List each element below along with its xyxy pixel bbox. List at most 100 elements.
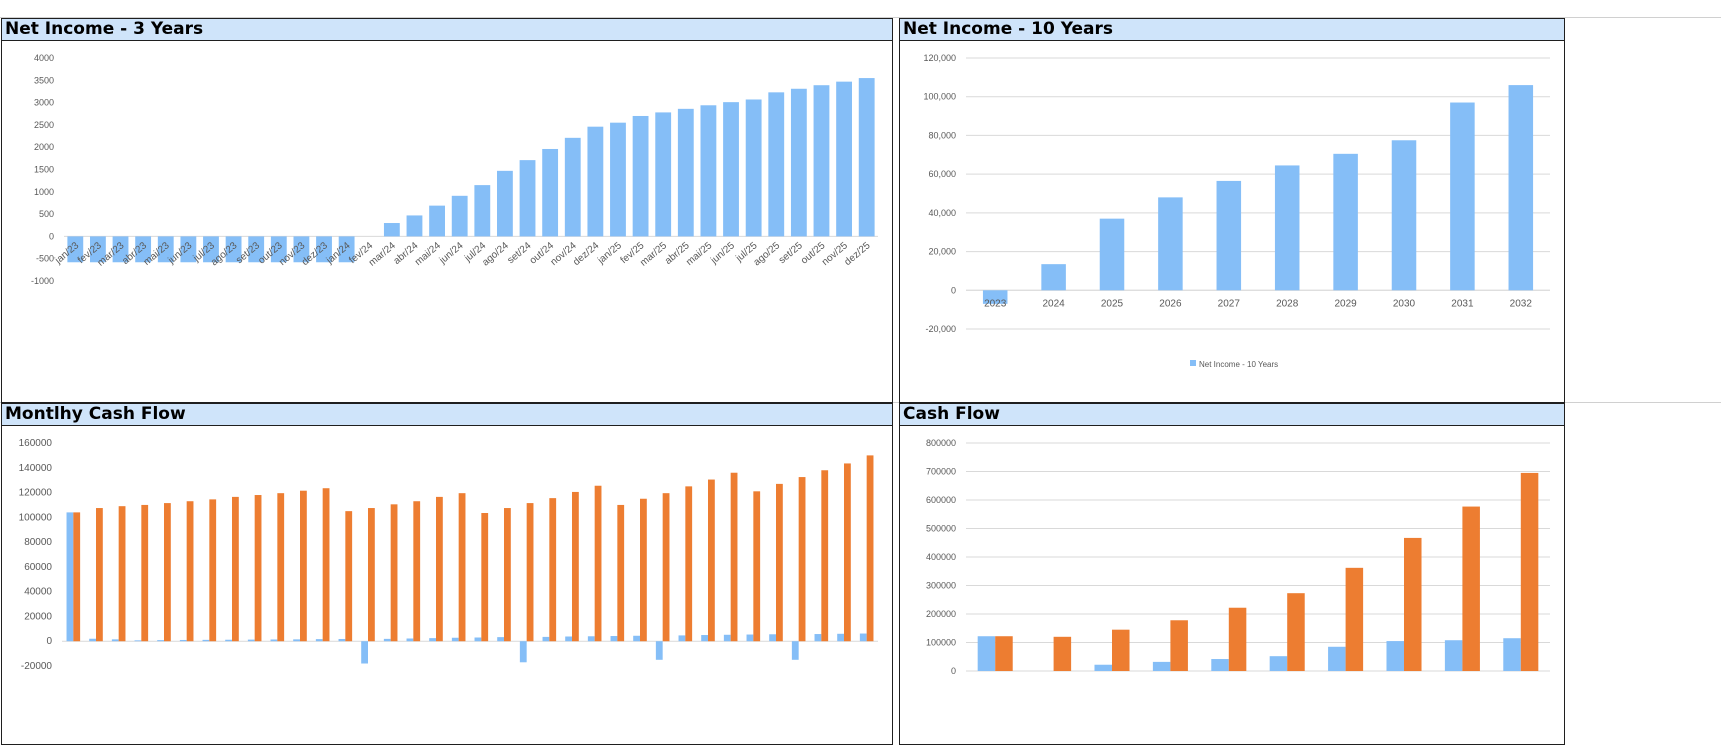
- bar[interactable]: [406, 638, 414, 642]
- bar[interactable]: [277, 493, 285, 642]
- bar[interactable]: [451, 195, 468, 237]
- bar[interactable]: [481, 513, 489, 642]
- bar[interactable]: [1391, 140, 1417, 291]
- bar[interactable]: [526, 503, 534, 642]
- bar[interactable]: [474, 637, 482, 642]
- bar[interactable]: [1333, 153, 1358, 291]
- bar[interactable]: [66, 512, 74, 642]
- bar[interactable]: [429, 205, 445, 237]
- bar[interactable]: [474, 185, 491, 237]
- bar[interactable]: [270, 639, 278, 642]
- bar[interactable]: [368, 508, 375, 642]
- bar[interactable]: [141, 504, 149, 642]
- bar[interactable]: [1216, 180, 1242, 291]
- bar[interactable]: [1228, 607, 1247, 671]
- bar[interactable]: [519, 641, 527, 663]
- bar[interactable]: [790, 88, 807, 237]
- bar[interactable]: [225, 236, 242, 263]
- bar[interactable]: [1158, 197, 1183, 291]
- bar[interactable]: [1520, 472, 1539, 671]
- bar[interactable]: [866, 455, 874, 642]
- bar[interactable]: [594, 485, 602, 642]
- bar[interactable]: [247, 639, 255, 642]
- bar[interactable]: [858, 78, 875, 237]
- bar[interactable]: [406, 215, 423, 237]
- bar[interactable]: [982, 290, 1008, 304]
- bar[interactable]: [730, 472, 738, 642]
- bar[interactable]: [572, 491, 579, 642]
- bar[interactable]: [821, 470, 829, 642]
- bar[interactable]: [685, 486, 693, 642]
- bar[interactable]: [1345, 567, 1364, 671]
- bar[interactable]: [1444, 640, 1463, 671]
- bar[interactable]: [179, 639, 187, 642]
- bar[interactable]: [316, 236, 332, 263]
- bar[interactable]: [542, 636, 550, 642]
- bar[interactable]: [745, 99, 762, 237]
- bar[interactable]: [135, 236, 152, 263]
- bar[interactable]: [202, 639, 210, 642]
- bar[interactable]: [497, 637, 504, 642]
- bar[interactable]: [1462, 506, 1480, 671]
- bar[interactable]: [157, 236, 174, 263]
- bar[interactable]: [73, 512, 81, 642]
- bar[interactable]: [383, 223, 400, 237]
- bar[interactable]: [315, 639, 323, 642]
- bar[interactable]: [678, 635, 686, 642]
- bar[interactable]: [791, 641, 799, 660]
- bar[interactable]: [1386, 641, 1404, 671]
- bar[interactable]: [186, 501, 194, 642]
- bar[interactable]: [89, 638, 96, 642]
- bar[interactable]: [338, 638, 346, 642]
- bar[interactable]: [836, 81, 852, 237]
- bar[interactable]: [345, 511, 353, 642]
- bar[interactable]: [1112, 629, 1130, 671]
- bar[interactable]: [746, 634, 754, 642]
- bar[interactable]: [429, 638, 436, 642]
- bar[interactable]: [655, 641, 663, 660]
- bar[interactable]: [813, 85, 830, 237]
- bar[interactable]: [1404, 537, 1422, 671]
- bar[interactable]: [293, 639, 300, 642]
- bar[interactable]: [723, 102, 739, 237]
- bar[interactable]: [232, 496, 239, 642]
- bar[interactable]: [1099, 218, 1125, 291]
- bar[interactable]: [769, 634, 776, 642]
- bar[interactable]: [209, 499, 217, 642]
- bar[interactable]: [587, 126, 604, 237]
- bar[interactable]: [225, 639, 232, 642]
- bar[interactable]: [451, 637, 459, 642]
- net-income-3-years-panel[interactable]: Net Income - 3 Years -1000 -500 0 500 1000 15…: [1, 18, 893, 403]
- bar[interactable]: [977, 636, 996, 671]
- bar[interactable]: [1053, 636, 1072, 671]
- bar[interactable]: [564, 137, 581, 237]
- bar[interactable]: [270, 236, 287, 263]
- bar[interactable]: [859, 633, 867, 642]
- bar[interactable]: [617, 504, 625, 642]
- bar[interactable]: [90, 236, 106, 263]
- bar[interactable]: [1041, 264, 1066, 291]
- bar[interactable]: [118, 506, 126, 642]
- bar[interactable]: [768, 92, 785, 237]
- bar[interactable]: [587, 636, 595, 642]
- bar[interactable]: [1211, 659, 1229, 671]
- bar[interactable]: [1274, 165, 1300, 291]
- bar[interactable]: [96, 508, 103, 642]
- bar[interactable]: [322, 488, 330, 642]
- net-income-10-years-panel[interactable]: Net Income - 10 Years -20,000 0 20,000 40,0…: [899, 18, 1565, 403]
- bar[interactable]: [1450, 102, 1475, 291]
- bar[interactable]: [995, 636, 1013, 671]
- bar[interactable]: [436, 496, 443, 642]
- bar[interactable]: [565, 636, 572, 642]
- bar[interactable]: [837, 633, 844, 642]
- bar[interactable]: [1508, 85, 1534, 291]
- bar[interactable]: [504, 508, 511, 642]
- bar[interactable]: [157, 640, 164, 642]
- bar[interactable]: [844, 463, 851, 642]
- bar[interactable]: [1328, 646, 1346, 671]
- bar[interactable]: [542, 148, 559, 237]
- bar[interactable]: [300, 490, 307, 642]
- bar[interactable]: [776, 483, 783, 642]
- bar[interactable]: [610, 122, 626, 237]
- cash-flow-panel[interactable]: Cash Flow 0 100000 200000 300000 400000 50000…: [899, 403, 1565, 745]
